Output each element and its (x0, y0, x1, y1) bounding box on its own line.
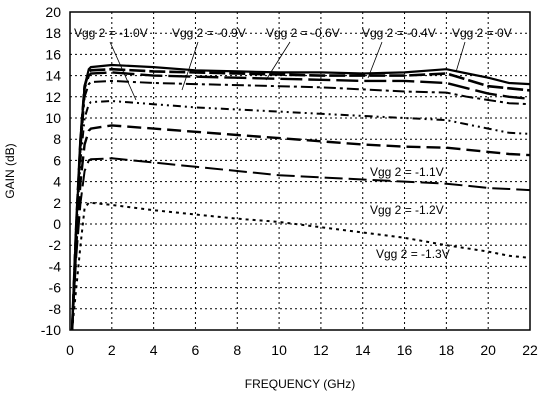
x-tick-label: 4 (150, 342, 158, 358)
x-tick-label: 0 (66, 342, 74, 358)
series-line (71, 157, 531, 331)
series-annotation: Vgg 2 = -0.4V (362, 26, 436, 40)
series-line (70, 124, 531, 331)
series-line (71, 79, 531, 331)
y-tick-label: 0 (53, 216, 61, 232)
annotation-pointer (109, 41, 137, 101)
y-tick-label: -6 (49, 280, 62, 296)
series-annotation: Vgg 2 = 0V (452, 26, 512, 40)
y-tick-label: -2 (49, 237, 62, 253)
y-tick-labels: -10 -8 -6 -4 -2 0 2 4 6 8 10 12 14 16 18 20 (41, 4, 61, 338)
x-tick-label: 18 (439, 342, 455, 358)
y-tick-label: 14 (45, 68, 61, 84)
series-line (70, 71, 531, 331)
annotation-pointer (181, 41, 199, 91)
y-tick-label: 6 (53, 152, 61, 168)
x-tick-label: 16 (397, 342, 413, 358)
x-tick-label: 10 (271, 342, 287, 358)
x-tick-label: 22 (522, 342, 538, 358)
y-tick-label: 18 (45, 25, 61, 41)
series-line (71, 99, 531, 331)
series-annotation: Vgg 2 = -1.1V (370, 165, 444, 179)
x-tick-label: 8 (233, 342, 241, 358)
x-tick-label: 14 (355, 342, 371, 358)
series-annotation: Vgg 2 = -1.0V (74, 26, 148, 40)
y-tick-label: 2 (53, 195, 61, 211)
annotation-pointer (367, 41, 383, 79)
plot-frame (69, 11, 531, 331)
series-annotation: Vgg 2 = -0.9V (172, 26, 246, 40)
y-tick-label: 16 (45, 46, 61, 62)
y-tick-label: -4 (49, 258, 62, 274)
y-axis-label: GAIN (dB) (3, 143, 17, 198)
grid (70, 12, 530, 330)
series-line (70, 67, 531, 331)
y-tick-label: 20 (45, 4, 61, 20)
series-annotation: Vgg 2 = -1.2V (370, 203, 444, 217)
y-tick-label: 4 (53, 174, 61, 190)
series-group (70, 63, 531, 331)
y-tick-label: 10 (45, 110, 61, 126)
x-tick-label: 2 (108, 342, 116, 358)
series-annotation: Vgg 2 = -1.3V (376, 247, 450, 261)
series-line (71, 63, 531, 331)
series-annotation: Vgg 2 = -0.6V (266, 26, 340, 40)
y-tick-label: 12 (45, 89, 61, 105)
x-tick-labels: 0 2 4 6 8 10 12 14 16 18 20 22 (66, 342, 538, 358)
x-tick-label: 6 (192, 342, 200, 358)
x-tick-label: 20 (480, 342, 496, 358)
x-tick-label: 12 (313, 342, 329, 358)
annotation-pointer (265, 41, 291, 81)
y-tick-label: -8 (49, 301, 62, 317)
x-axis-label: FREQUENCY (GHz) (245, 377, 355, 391)
annotation-pointer (455, 41, 466, 73)
y-tick-label: -10 (41, 322, 61, 338)
y-tick-label: 8 (53, 131, 61, 147)
annotations: Vgg 2 = -1.0V Vgg 2 = -0.9V Vgg 2 = -0.6V V… (74, 26, 512, 261)
